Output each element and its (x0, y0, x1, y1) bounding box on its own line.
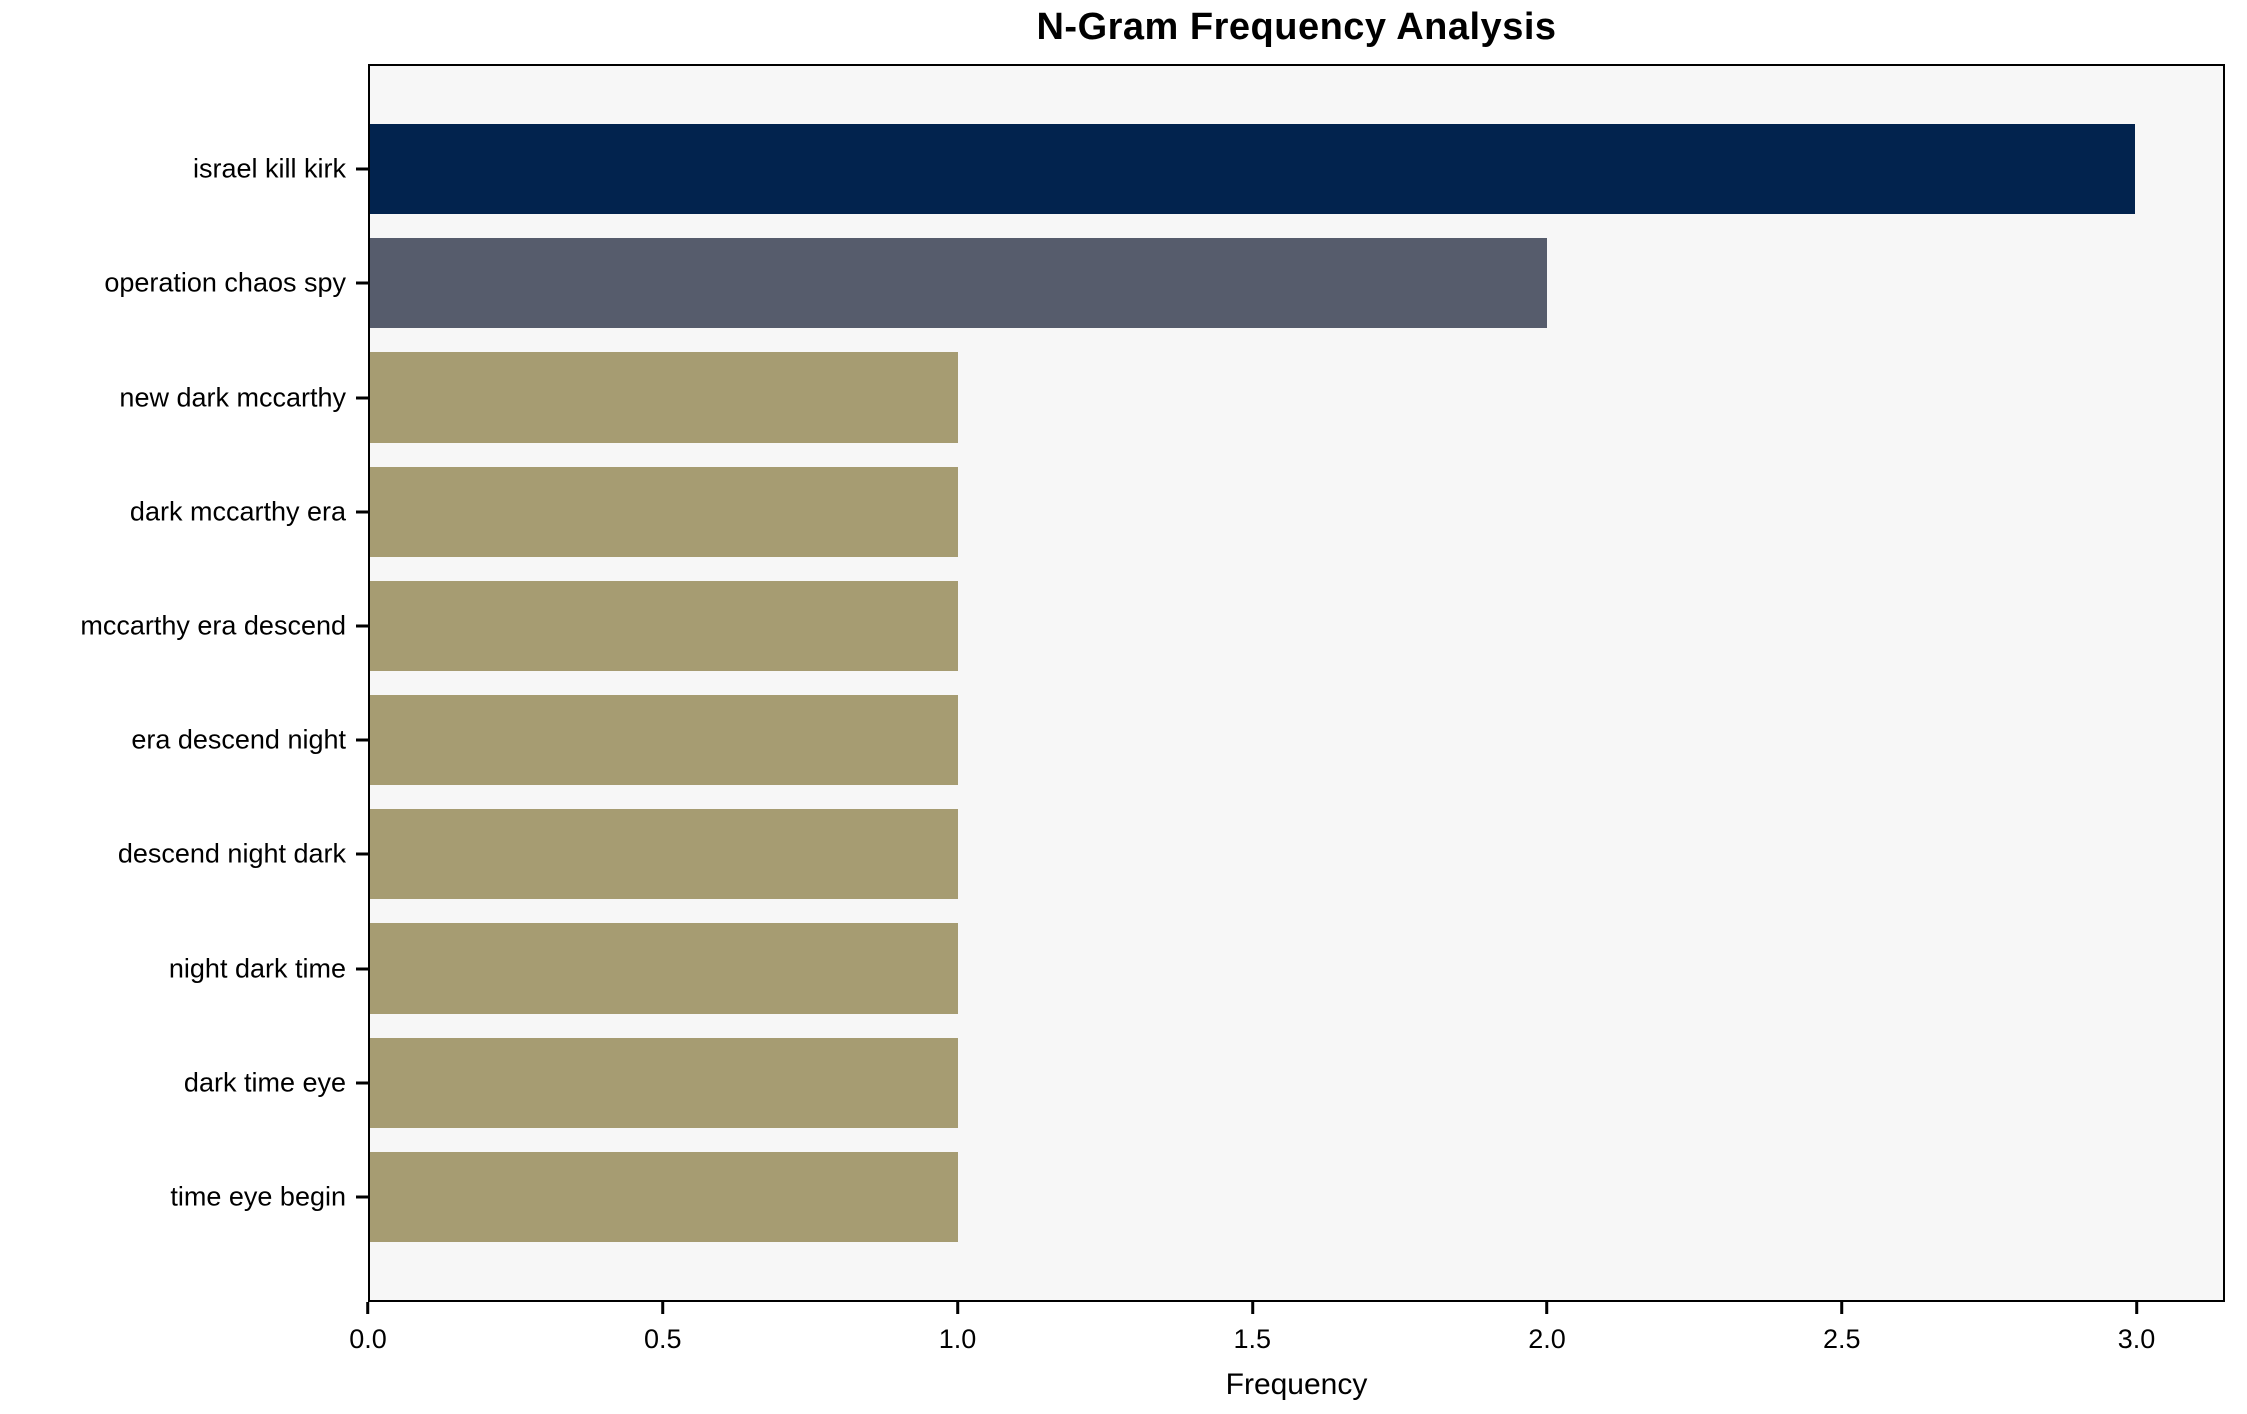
bar-row: era descend night (131, 683, 2223, 797)
x-tick: 2.5 (1823, 1302, 1861, 1355)
x-tick: 1.5 (1233, 1302, 1272, 1355)
bar (370, 123, 2135, 215)
bar (370, 923, 959, 1014)
x-tick-mark (2135, 1302, 2139, 1314)
x-axis-label: Frequency (1225, 1368, 1368, 1401)
x-tick: 2.0 (1528, 1302, 1566, 1355)
x-tick-mark (1545, 1302, 1549, 1314)
x-tick-mark (956, 1302, 960, 1314)
bar-row: time eye begin (170, 1140, 2223, 1254)
x-tick: 3.0 (2117, 1302, 2156, 1355)
x-tick-label: 1.0 (938, 1324, 977, 1354)
bar-row: mccarthy era descend (80, 569, 2223, 683)
y-tick-mark (356, 624, 368, 628)
bar-row: operation chaos spy (104, 226, 2223, 340)
x-tick-mark (1840, 1302, 1844, 1314)
bar-row: dark time eye (184, 1026, 2223, 1140)
y-tick-mark (356, 1195, 368, 1199)
bar-row: dark mccarthy era (130, 455, 2223, 569)
bar-row: new dark mccarthy (119, 340, 2223, 454)
category-label: mccarthy era descend (80, 610, 346, 641)
y-tick-mark (356, 967, 368, 971)
y-tick-mark (356, 852, 368, 856)
bar (370, 466, 959, 557)
category-label: israel kill kirk (192, 153, 346, 184)
x-tick: 1.0 (938, 1302, 977, 1355)
x-tick-label: 3.0 (2117, 1324, 2156, 1354)
bar (370, 1151, 959, 1243)
bar (370, 238, 1547, 329)
bar (370, 809, 959, 900)
x-tick-label: 0.5 (643, 1324, 682, 1354)
category-label: descend night dark (117, 838, 346, 869)
category-label: dark mccarthy era (129, 496, 346, 527)
x-tick: 0.0 (349, 1302, 387, 1355)
y-tick-mark (356, 396, 368, 399)
plot-area: israel kill kirk operation chaos spy new d… (80, 64, 2225, 1302)
bar (370, 580, 959, 672)
x-tick-mark (661, 1302, 665, 1314)
chart-title: N-Gram Frequency Analysis (1036, 6, 1557, 48)
x-tick-label: 0.0 (349, 1324, 387, 1354)
x-tick-label: 1.5 (1233, 1324, 1272, 1354)
bar (370, 1037, 959, 1128)
y-tick-mark (356, 738, 368, 742)
bar-row: night dark time (169, 911, 2223, 1025)
bars: israel kill kirk operation chaos spy new d… (80, 66, 2223, 1300)
category-label: time eye begin (170, 1181, 346, 1212)
y-tick-mark (356, 510, 368, 514)
x-tick: 0.5 (644, 1302, 682, 1355)
category-label: operation chaos spy (104, 267, 346, 298)
x-tick-label: 2.5 (1823, 1324, 1861, 1354)
category-label: era descend night (131, 724, 346, 755)
y-tick-mark (356, 281, 368, 285)
y-tick-mark (356, 167, 368, 171)
y-tick-mark (356, 1081, 368, 1085)
category-label: new dark mccarthy (119, 382, 346, 412)
category-label: dark time eye (183, 1067, 346, 1098)
x-tick-mark (366, 1302, 370, 1314)
bar-row: israel kill kirk (193, 112, 2223, 226)
bar (370, 352, 959, 443)
x-tick-mark (1250, 1302, 1254, 1314)
x-tick-label: 2.0 (1528, 1324, 1566, 1354)
bar-row: descend night dark (118, 797, 2223, 911)
category-label: night dark time (168, 953, 346, 984)
bar (370, 695, 959, 786)
